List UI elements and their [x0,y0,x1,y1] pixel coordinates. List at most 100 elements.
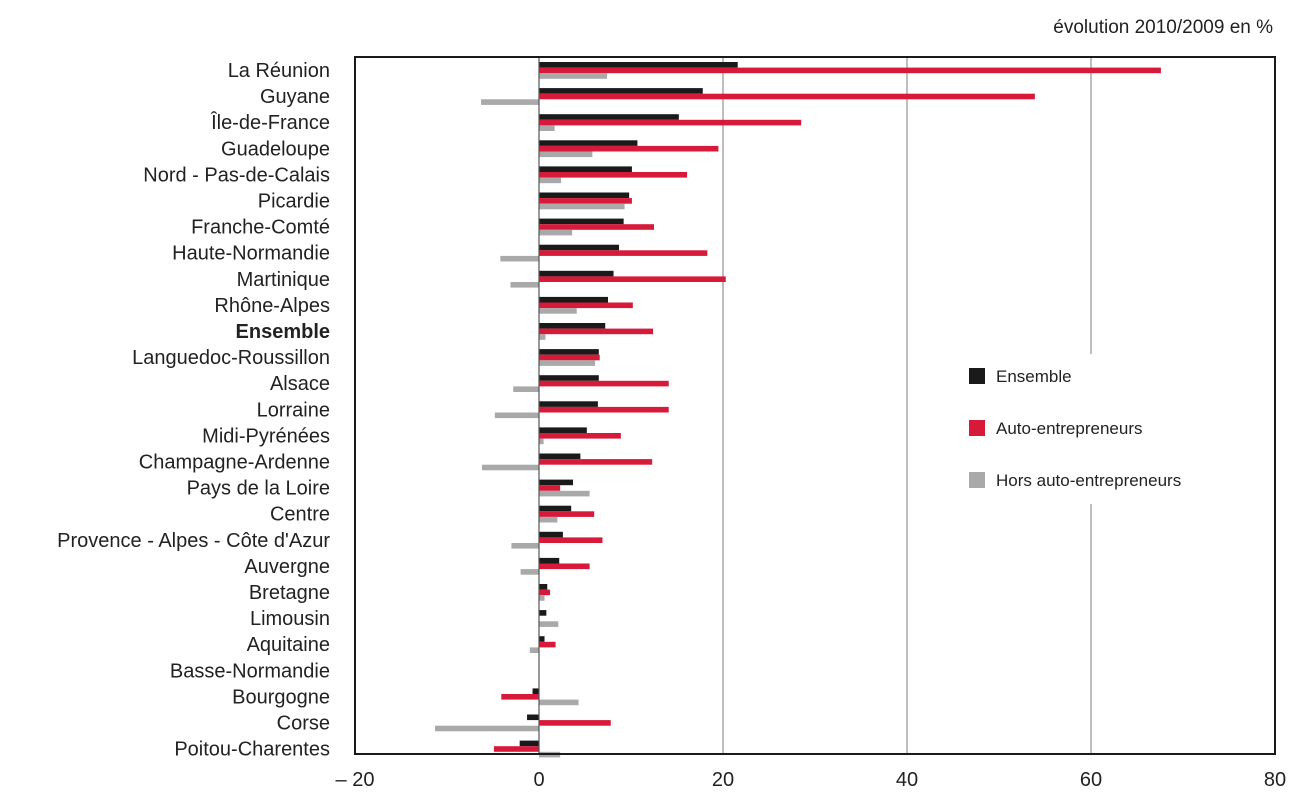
bar-hors-auto-entrepreneurs [539,360,596,366]
bar-auto-entrepreneurs [539,67,1161,74]
bar-hors-auto-entrepreneurs [539,308,577,314]
bar-auto-entrepreneurs [539,198,632,204]
bar-auto-entrepreneurs [539,406,669,413]
bar-auto-entrepreneurs [539,537,603,543]
category-label: Poitou-Charentes [174,739,330,761]
bar-hors-auto-entrepreneurs [511,543,539,549]
bar-hors-auto-entrepreneurs [481,464,539,471]
category-label: Limousin [250,608,330,630]
bar-auto-entrepreneurs [539,328,654,335]
category-label: Ensemble [236,321,330,343]
plot-frame [354,56,1276,755]
bar-ensemble [539,140,638,146]
bar-hors-auto-entrepreneurs [539,490,590,497]
legend-swatch [969,472,985,488]
bar-hors-auto-entrepreneurs [539,334,546,340]
bar-ensemble [539,349,599,355]
category-label: Aquitaine [247,634,330,656]
bar-auto-entrepreneurs [539,276,726,282]
bar-ensemble [539,584,548,590]
category-label: Provence - Alpes - Côte d'Azur [57,530,330,552]
category-label: Martinique [237,269,330,291]
category-label: Corse [277,713,330,735]
category-label: Languedoc-Roussillon [132,347,330,369]
bar-hors-auto-entrepreneurs [539,621,559,627]
bar-ensemble [539,427,587,433]
category-label: Bourgogne [232,686,330,708]
bar-ensemble [539,610,547,616]
bar-ensemble [539,296,608,303]
bar-ensemble [539,375,599,381]
bar-hors-auto-entrepreneurs [481,99,539,105]
category-label: Champagne-Ardenne [139,452,330,474]
bar-auto-entrepreneurs [539,172,688,178]
legend-swatch [969,368,985,384]
category-label: Guyane [260,86,330,108]
category-label: Alsace [270,373,330,395]
x-tick-label: – 20 [336,769,375,791]
bar-hors-auto-entrepreneurs [539,177,562,184]
bar-ensemble [539,531,563,538]
category-label: Basse-Normandie [170,660,330,682]
x-tick-label: 40 [896,769,918,791]
bar-auto-entrepreneurs [539,119,802,126]
bar-auto-entrepreneurs [539,459,653,465]
category-label: Centre [270,504,330,526]
category-label: Franche-Comté [191,217,330,239]
bar-hors-auto-entrepreneurs [494,412,539,419]
category-label: Nord - Pas-de-Calais [143,164,330,186]
bar-ensemble [539,270,614,277]
bar-hors-auto-entrepreneurs [539,203,625,210]
bar-auto-entrepreneurs [539,380,669,387]
x-tick-label: 20 [712,769,734,791]
category-label: Pays de la Loire [187,478,330,500]
bar-auto-entrepreneurs [539,250,708,256]
bar-ensemble [539,401,598,407]
bar-ensemble [539,244,620,251]
bar-ensemble [539,557,560,564]
bar-ensemble [539,192,630,199]
category-label: Guadeloupe [221,138,330,160]
legend-label: Hors auto-entrepreneurs [996,471,1181,490]
bar-hors-auto-entrepreneurs [539,516,558,523]
bar-auto-entrepreneurs [501,694,539,700]
category-label: Midi-Pyrénées [202,425,330,447]
bar-hors-auto-entrepreneurs [500,255,539,262]
bar-hors-auto-entrepreneurs [520,569,539,575]
category-label: Lorraine [257,399,330,421]
bar-ensemble [539,505,572,512]
category-label: Haute-Normandie [172,243,330,265]
unit-label: évolution 2010/2009 en % [1053,17,1273,38]
bar-hors-auto-entrepreneurs [435,725,539,732]
bar-ensemble [539,62,738,68]
category-label: Auvergne [244,556,330,578]
bar-auto-entrepreneurs [539,354,600,361]
bar-auto-entrepreneurs [493,746,539,752]
bar-ensemble [539,323,606,329]
legend-label: Ensemble [996,367,1072,386]
legend-swatch [969,420,985,436]
bar-ensemble [539,479,574,486]
bar-ensemble [539,166,632,172]
bar-hors-auto-entrepreneurs [539,438,544,445]
bar-hors-auto-entrepreneurs [513,386,539,392]
bar-auto-entrepreneurs [539,145,719,152]
bar-ensemble [519,740,539,747]
legend-label: Auto-entrepreneurs [996,419,1142,438]
bar-ensemble [539,453,581,460]
category-label: Picardie [258,191,330,213]
bar-hors-auto-entrepreneurs [539,699,579,706]
x-tick-label: 0 [533,769,544,791]
bar-hors-auto-entrepreneurs [539,595,545,601]
bar-hors-auto-entrepreneurs [510,282,539,288]
bar-auto-entrepreneurs [539,720,611,726]
bar-auto-entrepreneurs [539,511,595,517]
bar-ensemble [539,218,624,225]
category-label: La Réunion [228,60,330,82]
x-tick-label: 60 [1080,769,1102,791]
bar-auto-entrepreneurs [539,563,590,570]
bar-ensemble [527,714,539,721]
bar-hors-auto-entrepreneurs [539,151,593,158]
bar-auto-entrepreneurs [539,302,633,309]
